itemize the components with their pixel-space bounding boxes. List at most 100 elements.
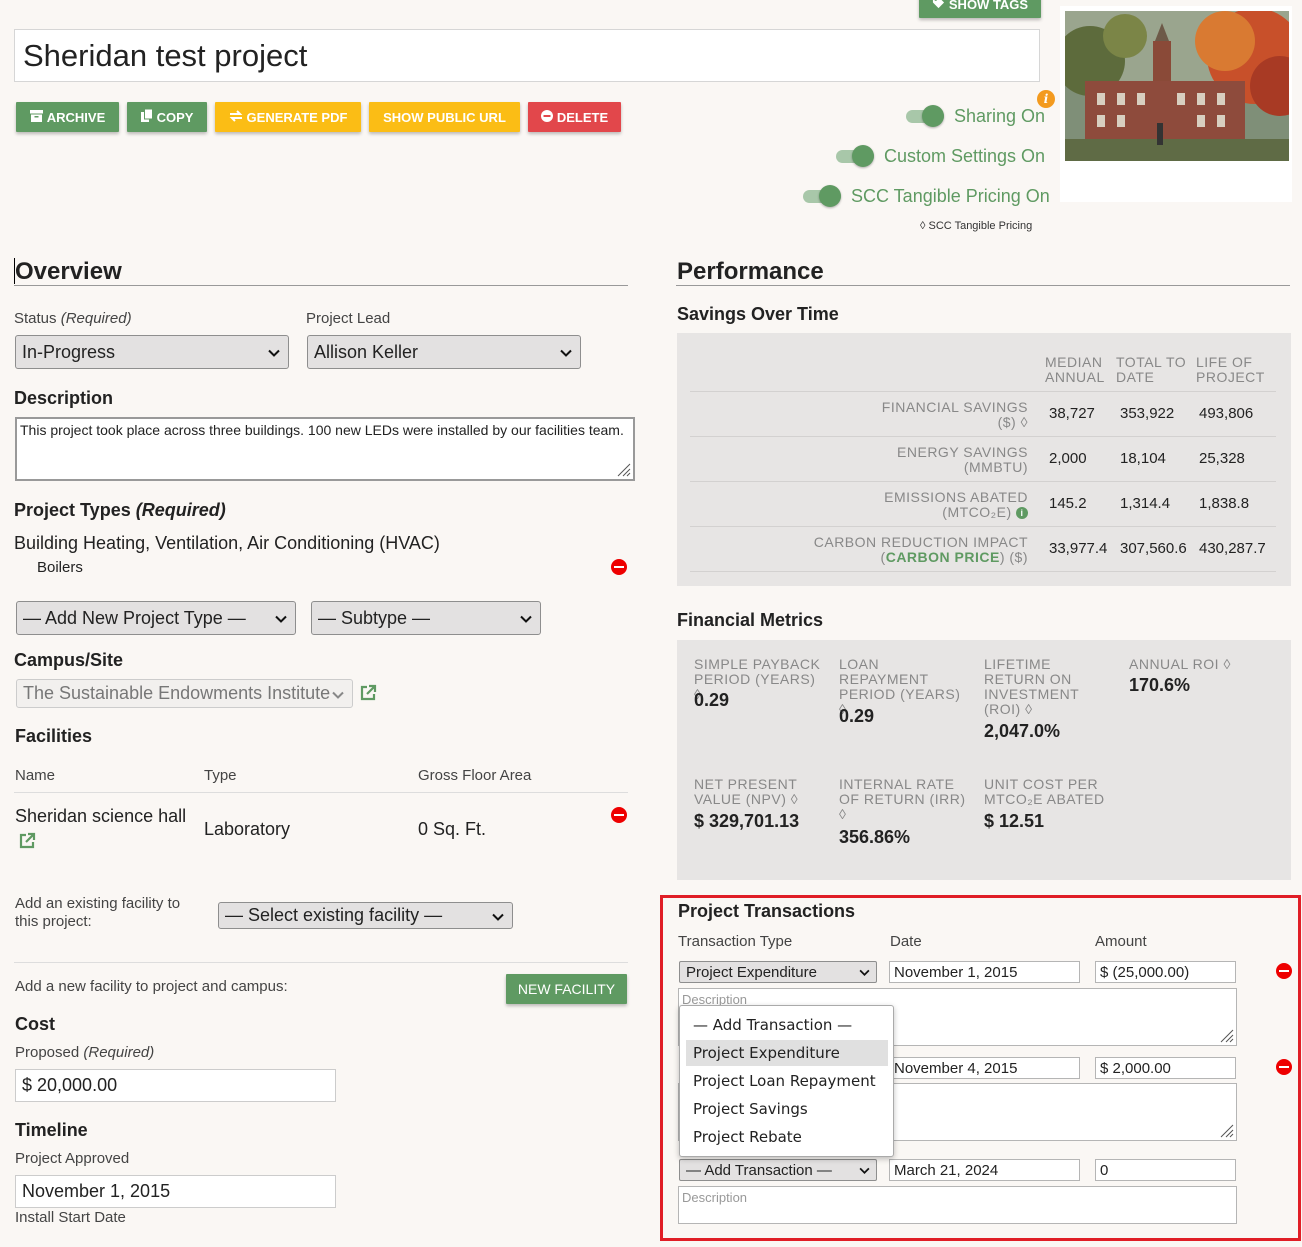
col-median-annual: MEDIAN ANNUAL [1045,354,1105,385]
scc-pricing-label: SCC Tangible Pricing On [851,186,1050,206]
unit-cost-value: $ 12.51 [984,811,1045,831]
project-types-label: Project Types (Required) [14,500,226,520]
add-transaction-select[interactable]: — Add Transaction — [679,1159,877,1181]
financial-savings-total: 353,922 [1120,405,1175,422]
col-transaction-type: Transaction Type [678,933,793,950]
remove-transaction-icon[interactable] [1276,963,1292,979]
performance-heading: Performance [677,258,824,285]
transaction-date-input[interactable]: November 4, 2015 [889,1057,1080,1079]
carbon-life: 430,287.7 [1199,540,1266,557]
dropdown-option-project-expenditure[interactable]: Project Expenditure [686,1040,888,1066]
transactions-highlight [660,895,1301,1241]
facilities-label: Facilities [15,726,93,746]
project-title-input[interactable]: Sheridan test project [14,29,1040,82]
fac-divider [14,792,628,793]
overview-heading: Overview [15,258,122,285]
transaction-amount-input[interactable]: $ 2,000.00 [1095,1057,1236,1079]
lead-select[interactable]: Allison Keller [307,335,581,369]
info-badge-icon[interactable]: i [1037,90,1055,108]
new-facility-button[interactable]: NEW FACILITY [506,974,627,1004]
generate-pdf-button[interactable]: GENERATE PDF [215,102,361,132]
project-subtype-name: Boilers [37,559,83,576]
project-type-name: Building Heating, Ventilation, Air Condi… [14,533,440,553]
emissions-life: 1,838.8 [1199,495,1250,512]
archive-button[interactable]: ARCHIVE [16,102,119,132]
transaction-description[interactable]: Description [678,1186,1237,1224]
chevron-down-icon [332,683,344,704]
install-start-label: Install Start Date [15,1209,126,1226]
description-label: Description [14,388,114,408]
timeline-label: Timeline [15,1120,88,1140]
remove-transaction-icon[interactable] [1276,1059,1292,1075]
financial-savings-life: 493,806 [1199,405,1254,422]
transaction-amount-input[interactable]: $ (25,000.00) [1095,961,1236,983]
add-project-type-select[interactable]: — Add New Project Type — [16,601,296,635]
copy-button[interactable]: COPY [127,102,207,132]
dropdown-option-add-transaction[interactable]: — Add Transaction — [693,1016,853,1034]
dropdown-option-project-rebate[interactable]: Project Rebate [693,1128,802,1146]
fac-col-type: Type [204,767,237,784]
scc-pricing-toggle[interactable] [803,185,841,207]
transaction-date-input[interactable]: November 1, 2015 [889,961,1080,983]
row-divider [690,481,1276,482]
npv-label: NET PRESENT VALUE (NPV) ◊ [694,776,799,807]
transaction-type-select[interactable]: Project Expenditure [679,961,877,983]
carbon-price-link[interactable]: CARBON PRICE [885,549,1000,565]
loan-repayment-label: LOAN REPAYMENT PERIOD (YEARS) ◊ [839,656,961,717]
approved-date-input[interactable]: November 1, 2015 [15,1175,336,1208]
resize-grip-icon[interactable] [615,461,631,477]
remove-type-icon[interactable] [611,559,627,575]
chevron-down-icon [520,608,532,629]
campus-select: The Sustainable Endowments Institute [16,679,353,708]
resize-grip-icon[interactable] [1218,1122,1234,1138]
lead-label: Project Lead [306,310,391,327]
npv-value: $ 329,701.13 [694,811,800,831]
minus-circle-icon [540,109,553,125]
proposed-cost-input[interactable]: $ 20,000.00 [15,1069,336,1102]
facility-type: Laboratory [204,819,291,839]
sharing-label: Sharing On [954,106,1046,126]
transactions-heading: Project Transactions [678,901,856,921]
status-select[interactable]: In-Progress [15,335,289,369]
sharing-toggle[interactable] [906,105,944,127]
show-tags-button[interactable]: SHOW TAGS [919,0,1041,18]
simple-payback-label: SIMPLE PAYBACK PERIOD (YEARS) ◊ [694,656,821,702]
existing-facility-select[interactable]: — Select existing facility — [218,902,513,929]
transaction-type-dropdown: — Add Transaction — Project Expenditure … [679,1005,894,1157]
unit-cost-label: UNIT COST PER MTCO₂E ABATED [984,776,1105,807]
resize-grip-icon[interactable] [1218,1027,1234,1043]
info-icon[interactable]: i [1016,507,1028,520]
existing-facility-label: Add an existing facility to this project… [15,895,181,930]
approved-label: Project Approved [15,1150,130,1167]
energy-savings-label: ENERGY SAVINGS (MMBTU) [897,444,1028,475]
description-textarea[interactable]: This project took place across three bui… [15,417,635,481]
row-divider [690,436,1276,437]
carbon-median: 33,977.4 [1049,540,1108,557]
facility-link-icon[interactable] [18,832,36,854]
energy-savings-total: 18,104 [1120,450,1166,467]
cost-label: Cost [15,1014,55,1034]
dropdown-option-project-loan-repayment[interactable]: Project Loan Repayment [693,1072,876,1090]
chevron-down-icon [859,964,870,981]
delete-button[interactable]: DELETE [528,102,621,132]
subtype-select[interactable]: — Subtype — [311,601,541,635]
chevron-down-icon [492,905,504,926]
remove-facility-icon[interactable] [611,807,627,823]
chevron-down-icon [268,342,280,363]
row-divider [690,526,1276,527]
project-photo [1060,6,1292,202]
custom-settings-toggle[interactable] [836,145,874,167]
transaction-date-input[interactable]: March 21, 2024 [889,1159,1080,1181]
chevron-down-icon [560,342,572,363]
show-public-url-button[interactable]: SHOW PUBLIC URL [369,102,520,132]
row-divider [690,571,1276,572]
scc-pricing-note: ◊ SCC Tangible Pricing [920,220,1033,232]
status-label: Status (Required) [14,310,132,327]
transaction-amount-input[interactable]: 0 [1095,1159,1236,1181]
financial-savings-median: 38,727 [1049,405,1095,422]
dropdown-option-project-savings[interactable]: Project Savings [693,1100,808,1118]
external-link-icon[interactable] [359,684,377,706]
carbon-impact-label: CARBON REDUCTION IMPACT (CARBON PRICE) (… [813,534,1028,565]
simple-payback-value: 0.29 [694,690,730,710]
loan-repayment-value: 0.29 [839,706,875,726]
